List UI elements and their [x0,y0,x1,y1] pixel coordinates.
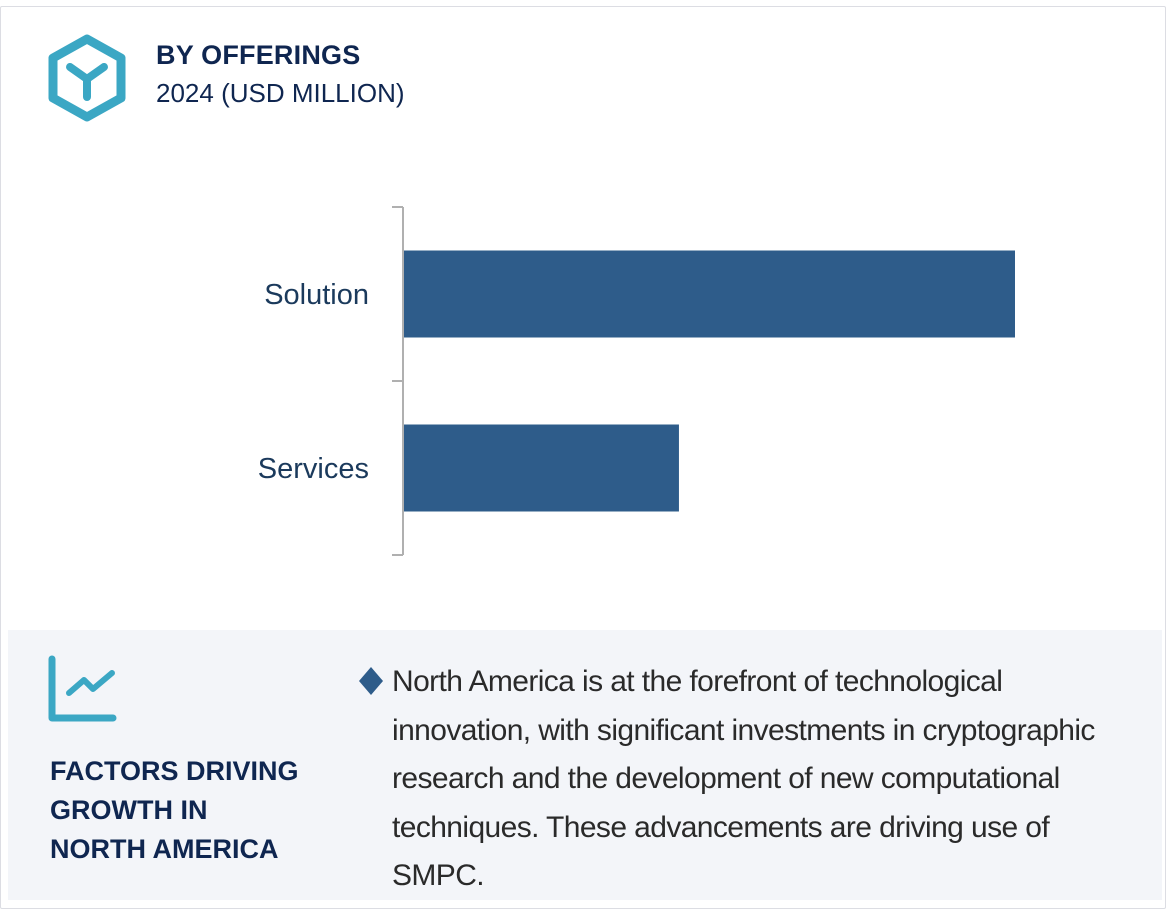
factors-heading-line: FACTORS DRIVING [50,756,299,786]
bullet-item: North America is at the forefront of tec… [358,658,1118,901]
factors-heading-line: NORTH AMERICA [50,834,279,864]
bullet-text: North America is at the forefront of tec… [392,665,1095,892]
chart-subtitle: 2024 (USD MILLION) [156,78,405,108]
factors-panel [8,630,1162,900]
cube-hexagon-icon [48,34,126,122]
factors-heading: FACTORS DRIVING GROWTH IN NORTH AMERICA [50,752,330,869]
chart-title: BY OFFERINGS [156,40,361,70]
category-label: Services [258,453,369,485]
line-chart-icon [48,655,117,722]
bar-solution [404,250,1015,338]
factors-heading-line: GROWTH IN [50,795,208,825]
category-label: Solution [264,279,369,311]
diamond-bullet-icon [359,667,383,695]
bar-services [404,424,679,512]
bar-chart: Solution Services [258,206,1015,556]
